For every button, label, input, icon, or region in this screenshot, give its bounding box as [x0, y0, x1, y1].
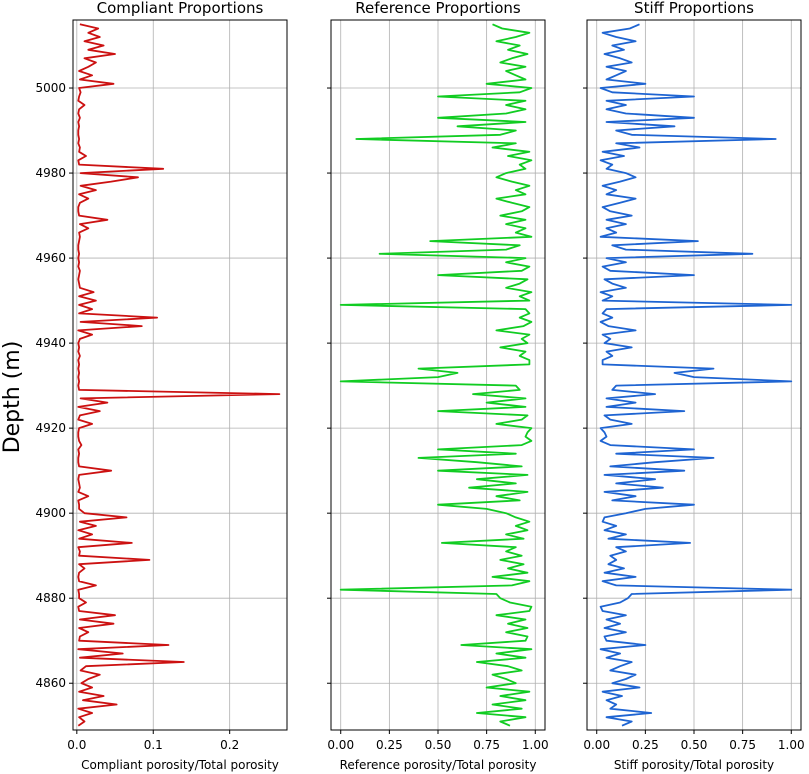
- x-tick-label: 0.1: [144, 738, 163, 752]
- x-axis-label: Stiff porosity/Total porosity: [614, 758, 774, 772]
- series-line: [599, 23, 793, 727]
- x-tick-label: 0.75: [729, 738, 756, 752]
- y-tick-label: 4880: [35, 591, 66, 605]
- panel-title: Compliant Proportions: [97, 0, 264, 17]
- x-tick-label: 0.00: [327, 738, 354, 752]
- x-tick-label: 0.25: [376, 738, 403, 752]
- x-tick-label: 0.25: [632, 738, 659, 752]
- y-tick-label: 4940: [35, 336, 66, 350]
- x-tick-label: 0.2: [220, 738, 239, 752]
- x-tick-label: 0.75: [473, 738, 500, 752]
- x-tick-label: 0.50: [425, 738, 452, 752]
- series-line: [339, 23, 533, 727]
- x-tick-label: 1.00: [522, 738, 549, 752]
- x-tick-label: 0.0: [67, 738, 86, 752]
- panel-0: 0.0 0.1 0.2 4860 4880 4900 4920 4940 4960 4980 500…: [35, 0, 288, 772]
- y-axis-label: Depth (m): [0, 341, 25, 454]
- x-tick-label: 0.00: [583, 738, 610, 752]
- series-line: [77, 23, 281, 727]
- y-tick-label: 4860: [35, 676, 66, 690]
- y-tick-label: 4980: [35, 166, 66, 180]
- y-tick-label: 4920: [35, 421, 66, 435]
- x-tick-label: 1.00: [778, 738, 805, 752]
- y-tick-label: 4960: [35, 251, 66, 265]
- y-tick-label: 5000: [35, 81, 66, 95]
- panel-title: Reference Proportions: [355, 0, 521, 17]
- x-axis-label: Reference porosity/Total porosity: [340, 758, 537, 772]
- panel-2: 0.00 0.25 0.50 0.75 1.00 Stiff Proportions Sti…: [583, 0, 805, 772]
- panel-1: 0.00 0.25 0.50 0.75 1.00 Reference Proportion…: [327, 0, 549, 772]
- y-tick-label: 4900: [35, 506, 66, 520]
- x-tick-label: 0.50: [681, 738, 708, 752]
- panel-title: Stiff Proportions: [634, 0, 754, 17]
- panel-frame: [72, 19, 288, 731]
- x-axis-label: Compliant porosity/Total porosity: [81, 758, 279, 772]
